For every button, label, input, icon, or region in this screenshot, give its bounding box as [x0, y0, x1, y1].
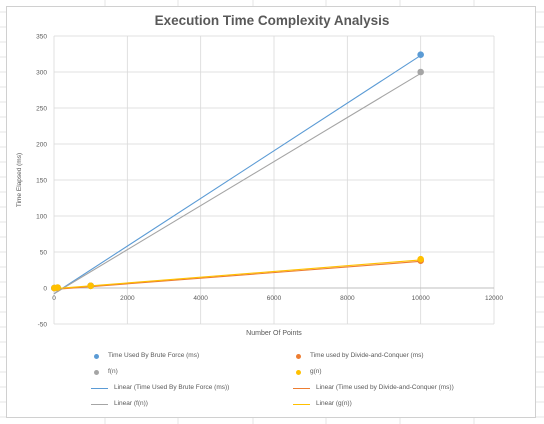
x-axis-title: Number Of Points: [246, 330, 302, 337]
legend-item: Linear (f(n)): [91, 399, 148, 409]
y-axis-title: Time Elapsed (ms): [16, 153, 23, 207]
chart-frame[interactable]: -50 0 50 100 150 200 250 300 350 0 2000 4000 6000 800…: [6, 6, 536, 418]
y-tick-label: -50: [38, 322, 48, 329]
legend-label: Linear (g(n)): [316, 400, 352, 407]
y-tick-label: 150: [36, 178, 47, 185]
y-tick-label: 100: [36, 214, 47, 221]
legend-item: Time used by Divide-and-Conquer (ms): [293, 351, 424, 361]
legend-label: Linear (f(n)): [114, 400, 148, 407]
trendline: [53, 259, 421, 290]
legend-label: Time Used By Brute Force (ms): [108, 352, 200, 359]
legend-item: Linear (Time used by Divide-and-Conquer …: [293, 383, 454, 393]
legend-swatch: [296, 369, 301, 375]
legend-swatch: [91, 387, 108, 389]
chart-title: Execution Time Complexity Analysis: [154, 13, 390, 28]
y-tick-label: 0: [43, 286, 47, 293]
data-point: [417, 51, 424, 59]
legend-item: Linear (Time Used By Brute Force (ms)): [91, 383, 229, 393]
x-tick-label: 6000: [267, 295, 282, 302]
legend-swatch: [293, 403, 310, 405]
y-tick-label: 300: [36, 70, 47, 77]
x-tick-label: 12000: [485, 295, 503, 302]
y-tick-label: 200: [36, 142, 47, 149]
legend-item: g(n): [293, 367, 322, 377]
x-tick-label: 8000: [340, 295, 355, 302]
trendline: [53, 260, 421, 290]
y-tick-label: 350: [36, 34, 47, 41]
chart-plot: -50 0 50 100 150 200 250 300 350 0 2000 4000 6000 800…: [16, 34, 503, 338]
trendline: [53, 54, 421, 295]
legend-item: Time Used By Brute Force (ms): [91, 351, 199, 361]
legend-swatch: [94, 353, 99, 359]
legend-label: f(n): [108, 368, 118, 375]
data-point: [54, 284, 61, 291]
legend-label: g(n): [310, 368, 322, 375]
x-tick-label: 2000: [120, 295, 135, 302]
legend-swatch: [293, 387, 310, 389]
data-point: [417, 68, 424, 76]
x-tick-label: 10000: [412, 295, 430, 302]
data-point: [417, 255, 424, 263]
legend-label: Time used by Divide-and-Conquer (ms): [310, 352, 424, 359]
legend-swatch: [296, 353, 301, 359]
x-tick-label: 4000: [193, 295, 208, 302]
legend-item: Linear (g(n)): [293, 399, 352, 409]
legend-item: f(n): [91, 367, 118, 377]
y-tick-label: 50: [40, 250, 48, 257]
legend-label: Linear (Time used by Divide-and-Conquer …: [316, 384, 454, 391]
trendline: [53, 72, 421, 295]
y-tick-label: 250: [36, 106, 47, 113]
legend-label: Linear (Time Used By Brute Force (ms)): [114, 384, 230, 391]
x-tick-label: 0: [52, 295, 56, 302]
legend-swatch: [94, 369, 99, 375]
legend-swatch: [91, 403, 108, 405]
data-point: [87, 282, 94, 290]
